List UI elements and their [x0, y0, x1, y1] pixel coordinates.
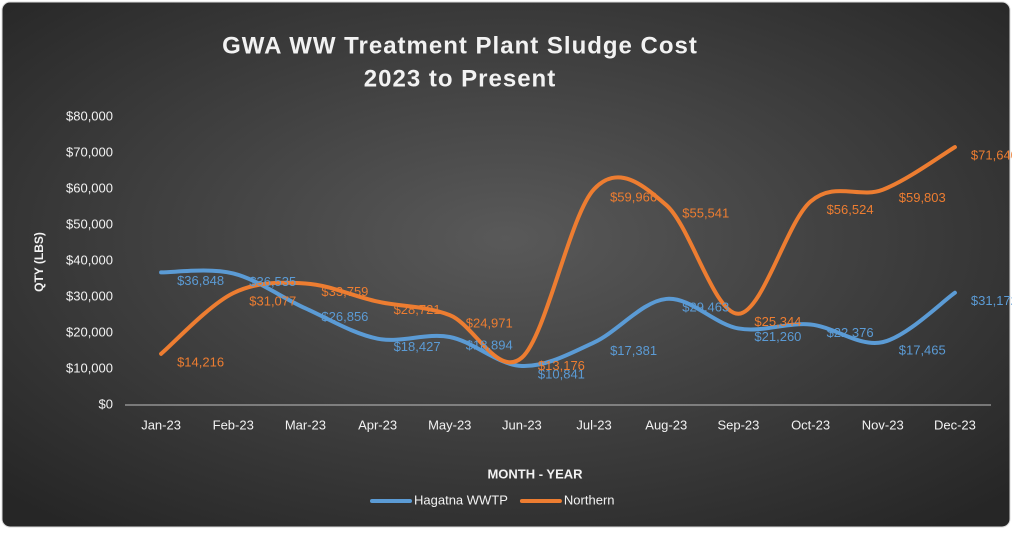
y-tick-label: $40,000 — [66, 252, 113, 267]
x-tick-label: Jul-23 — [576, 417, 611, 432]
data-label: $13,176 — [538, 358, 585, 373]
x-tick-label: Mar-23 — [285, 417, 326, 432]
data-label: $59,966 — [610, 190, 657, 205]
data-label: $21,260 — [754, 329, 801, 344]
x-tick-label: Dec-23 — [934, 417, 976, 432]
data-label: $56,524 — [827, 202, 874, 217]
data-label: $31,077 — [249, 294, 296, 309]
x-tick-label: Sep-23 — [717, 417, 759, 432]
y-tick-label: $80,000 — [66, 108, 113, 123]
chart-subtitle: 2023 to Present — [364, 65, 556, 92]
x-tick-label: Jun-23 — [502, 417, 542, 432]
legend-label: Hagatna WWTP — [414, 492, 508, 507]
data-label: $10,841 — [538, 366, 585, 381]
data-label: $17,465 — [899, 343, 946, 358]
data-label: $25,344 — [754, 314, 801, 329]
data-label: $26,856 — [321, 309, 368, 324]
x-tick-label: May-23 — [428, 417, 471, 432]
x-tick-label: Apr-23 — [358, 417, 397, 432]
data-label: $59,803 — [899, 190, 946, 205]
y-tick-label: $20,000 — [66, 324, 113, 339]
data-label: $55,541 — [682, 205, 729, 220]
y-axis-title: QTY (LBS) — [32, 232, 46, 292]
data-label: $17,381 — [610, 343, 657, 358]
data-label: $18,894 — [466, 337, 513, 352]
series-line — [159, 145, 957, 365]
data-label: $36,535 — [249, 274, 296, 289]
data-label: $18,427 — [394, 339, 441, 354]
data-label: $29,463 — [682, 299, 729, 314]
data-label: $36,848 — [177, 273, 224, 288]
data-label: $24,971 — [466, 316, 513, 331]
y-tick-label: $30,000 — [66, 288, 113, 303]
legend-label: Northern — [564, 492, 615, 507]
x-tick-label: Nov-23 — [862, 417, 904, 432]
y-tick-label: $0 — [99, 396, 113, 411]
data-label: $71,640 — [971, 148, 1012, 163]
data-label: $14,216 — [177, 354, 224, 369]
y-tick-label: $50,000 — [66, 216, 113, 231]
data-label: $31,172 — [971, 293, 1012, 308]
y-tick-label: $60,000 — [66, 180, 113, 195]
data-label: $28,721 — [394, 302, 441, 317]
x-tick-label: Jan-23 — [141, 417, 181, 432]
y-tick-label: $10,000 — [66, 360, 113, 375]
series-line — [159, 268, 957, 368]
x-tick-label: Oct-23 — [791, 417, 830, 432]
x-tick-label: Feb-23 — [213, 417, 254, 432]
y-tick-label: $70,000 — [66, 144, 113, 159]
chart-title: GWA WW Treatment Plant Sludge Cost — [222, 32, 698, 59]
data-label: $22,376 — [827, 325, 874, 340]
x-axis-title: MONTH - YEAR — [487, 466, 583, 481]
x-tick-label: Aug-23 — [645, 417, 687, 432]
data-label: $33,759 — [321, 284, 368, 299]
